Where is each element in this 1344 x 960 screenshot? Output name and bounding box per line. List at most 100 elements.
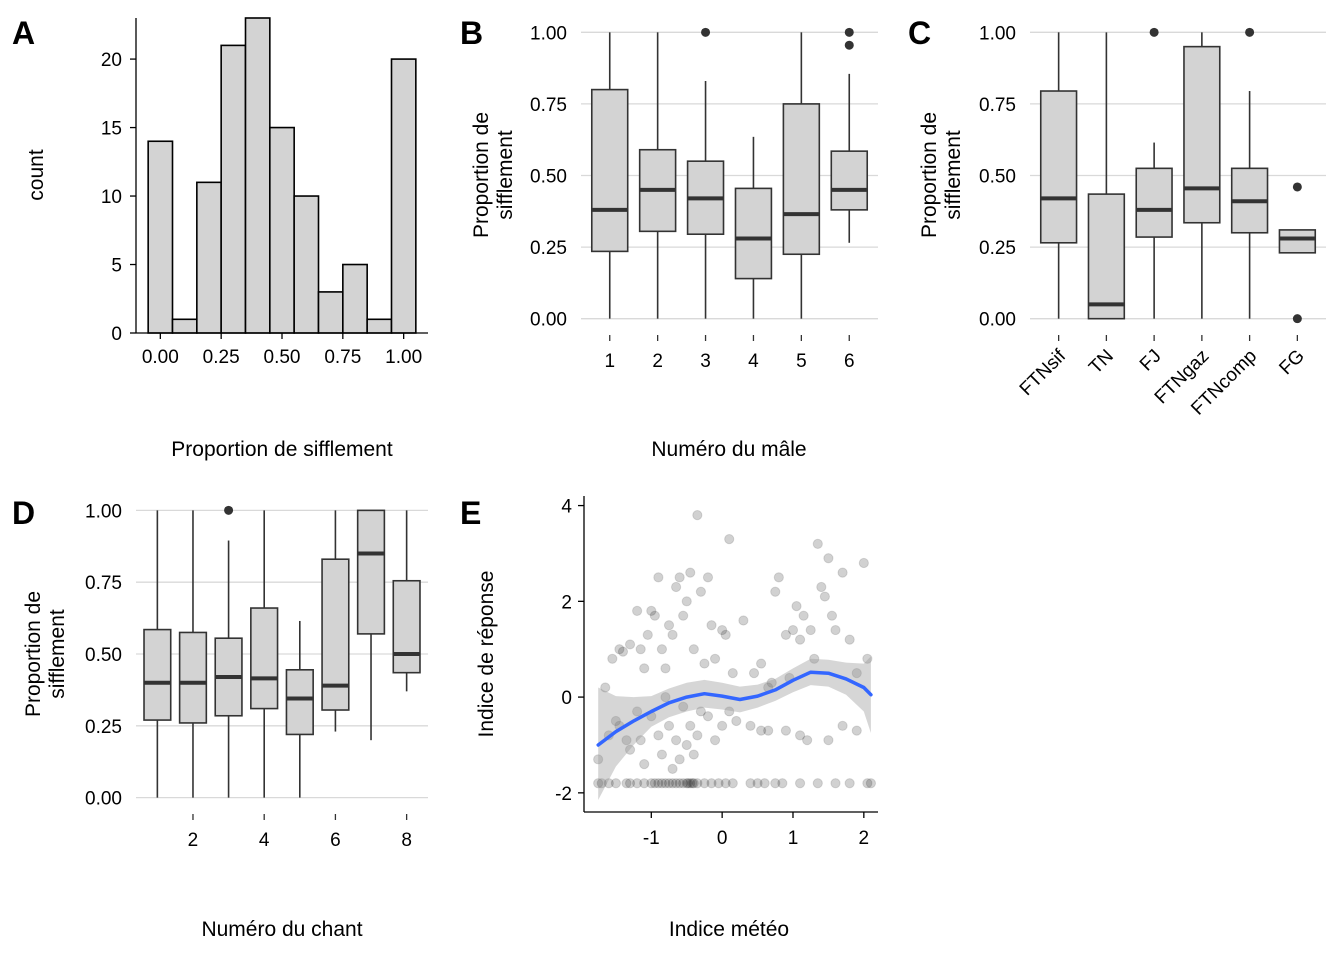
- x-tick-label: 0.25: [203, 347, 240, 368]
- box-iqr: [392, 579, 421, 674]
- scatter-point: [780, 725, 792, 736]
- scatter-point: [745, 720, 756, 731]
- scatter-point: [837, 567, 848, 578]
- x-tick-label: 2: [652, 351, 663, 372]
- y-axis-title: Indice de réponse: [475, 571, 498, 738]
- scatter-point: [780, 629, 792, 640]
- scatter-point: [610, 715, 621, 727]
- histogram-bar: [171, 318, 198, 334]
- scatter-point: [805, 624, 816, 636]
- scatter-point: [727, 668, 738, 679]
- scatter-point: [603, 778, 614, 789]
- box-outlier: [1245, 27, 1255, 37]
- box-iqr: [1087, 193, 1126, 320]
- scatter-point: [823, 735, 834, 746]
- scatter-point: [663, 778, 675, 789]
- scatter-point: [685, 720, 696, 731]
- scatter-point: [759, 778, 770, 789]
- x-tick-label: 0.75: [324, 347, 361, 368]
- scatter-point: [646, 778, 657, 789]
- y-axis-title-line: Proportion de: [918, 112, 941, 238]
- scatter-point: [706, 620, 717, 631]
- scatter-point: [624, 744, 636, 755]
- y-tick-label: 0.75: [979, 95, 1016, 116]
- scatter-point: [667, 629, 678, 640]
- scatter-point: [763, 725, 774, 736]
- histogram-bar: [293, 195, 320, 334]
- y-axis-title: count: [25, 149, 48, 201]
- histogram-bar: [390, 58, 417, 334]
- y-tick-label: 0.00: [530, 310, 567, 331]
- scatter-point: [632, 706, 643, 717]
- x-tick-label: 1: [788, 828, 799, 849]
- y-axis-title-line: Proportion de: [470, 112, 493, 238]
- y-axis-title-line: sifflement: [494, 130, 517, 220]
- box-outlier: [701, 27, 711, 37]
- scatter-point: [794, 634, 806, 645]
- scatter-point: [766, 677, 777, 688]
- scatter-point: [727, 778, 738, 789]
- box-iqr: [1039, 90, 1078, 244]
- y-tick-label: 0.75: [530, 95, 567, 116]
- y-tick-label: 0.50: [530, 167, 567, 188]
- scatter-point: [738, 615, 749, 626]
- panel-a: A 0 5 10 15 20 0.00 0.25 0.50 0.75 1.00 count Propor…: [12, 15, 428, 461]
- y-tick-label: 15: [101, 119, 122, 140]
- x-tick-label: FTNsif: [1016, 345, 1071, 400]
- scatter-point: [702, 572, 714, 583]
- scatter-point: [777, 778, 788, 789]
- y-tick-label: 0.00: [979, 310, 1016, 331]
- scatter-point: [649, 610, 660, 621]
- box-iqr: [590, 88, 629, 253]
- scatter-point: [639, 759, 650, 770]
- scatter-point: [681, 778, 692, 789]
- scatter-point: [653, 730, 664, 741]
- scatter-point: [663, 620, 675, 631]
- scatter-point: [660, 691, 671, 703]
- x-tick-label: 2: [188, 830, 199, 851]
- scatter-point: [837, 720, 848, 731]
- scatter-point: [752, 778, 763, 789]
- y-axis-title: Proportion desifflement: [470, 112, 517, 238]
- x-tick-label: 4: [748, 351, 759, 372]
- y-axis-title: Proportion desifflement: [918, 112, 965, 238]
- x-axis-title: Numéro du mâle: [651, 438, 806, 461]
- scatter-point: [695, 586, 706, 597]
- histogram-bar: [366, 318, 393, 334]
- histogram-bar: [220, 44, 247, 334]
- y-axis-title-line: Proportion de: [22, 591, 45, 717]
- panel-b: B 0.00 0.25 0.50 0.75 1.00 1 2 3 4 5 6 Proportion de…: [460, 15, 878, 461]
- scatter-point: [688, 749, 699, 760]
- y-tick-label: 5: [111, 256, 122, 277]
- box-iqr: [830, 150, 869, 211]
- x-tick-label: TN: [1085, 346, 1118, 379]
- scatter-point: [653, 572, 664, 583]
- scatter-point: [649, 778, 660, 789]
- y-tick-label: 0.50: [85, 645, 122, 666]
- scatter-point: [791, 601, 802, 612]
- scatter-point: [639, 778, 650, 789]
- scatter-point: [678, 610, 689, 621]
- scatter-point: [660, 663, 671, 674]
- scatter-point: [688, 778, 699, 789]
- scatter-point: [685, 567, 696, 578]
- x-tick-label: 0.50: [264, 347, 301, 368]
- x-axis-title: Proportion de sifflement: [171, 438, 393, 461]
- scatter-point: [720, 629, 731, 640]
- scatter-point: [674, 778, 685, 789]
- box-iqr: [178, 631, 208, 724]
- x-tick-label: -1: [643, 828, 660, 849]
- y-tick-label: 0.50: [979, 167, 1016, 188]
- y-tick-label: 0.75: [85, 573, 122, 594]
- scatter-point: [635, 735, 646, 746]
- scatter-point: [670, 581, 682, 593]
- scatter-point: [639, 663, 650, 674]
- y-axis-title-line: sifflement: [942, 130, 965, 220]
- scatter-point: [819, 591, 830, 602]
- scatter-point: [692, 730, 703, 741]
- y-tick-label: 0.00: [85, 789, 122, 810]
- scatter-point: [787, 624, 799, 636]
- scatter-point: [823, 553, 834, 564]
